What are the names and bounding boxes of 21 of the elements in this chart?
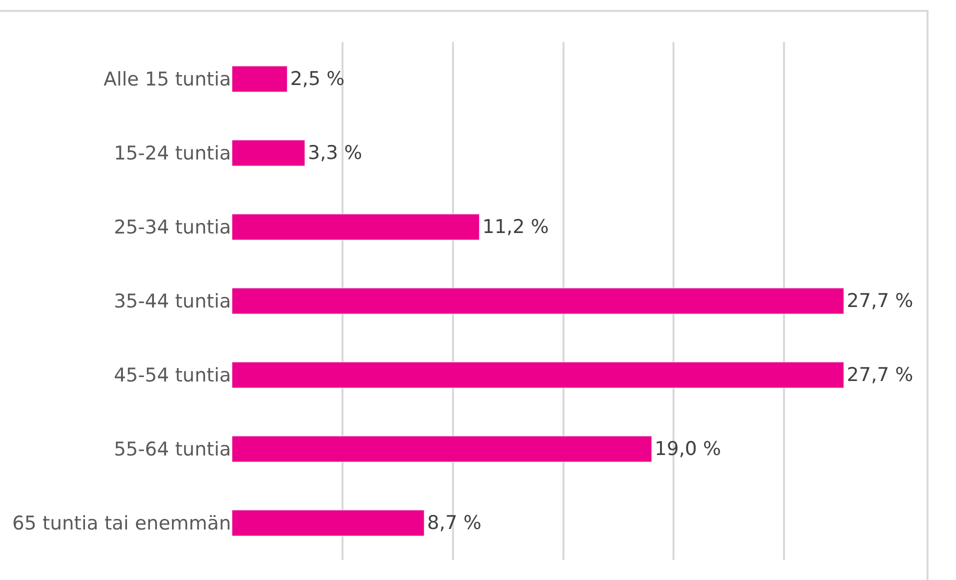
- bar: [232, 362, 844, 388]
- data-label: 11,2 %: [482, 216, 549, 238]
- data-label: 19,0 %: [654, 438, 722, 460]
- y-tick-label: 15-24 tuntia: [114, 142, 231, 165]
- bar: [232, 436, 652, 462]
- data-label: 27,7 %: [846, 364, 914, 386]
- y-tick-label: 65 tuntia tai enemmän: [12, 512, 231, 535]
- y-tick-label: Alle 15 tuntia: [104, 68, 231, 91]
- data-label: 2,5 %: [290, 68, 345, 90]
- bar: [232, 66, 288, 92]
- y-tick-label: 25-34 tuntia: [114, 216, 231, 239]
- bar: [232, 288, 844, 314]
- data-label: 8,7 %: [427, 512, 482, 534]
- bar: [232, 510, 424, 536]
- y-tick-label: 45-54 tuntia: [114, 364, 231, 387]
- y-tick-label: 35-44 tuntia: [114, 290, 231, 313]
- bar: [232, 140, 306, 166]
- data-label: 27,7 %: [846, 290, 914, 312]
- y-tick-label: 55-64 tuntia: [114, 438, 231, 461]
- bar: [232, 214, 480, 240]
- data-label: 3,3 %: [308, 142, 362, 164]
